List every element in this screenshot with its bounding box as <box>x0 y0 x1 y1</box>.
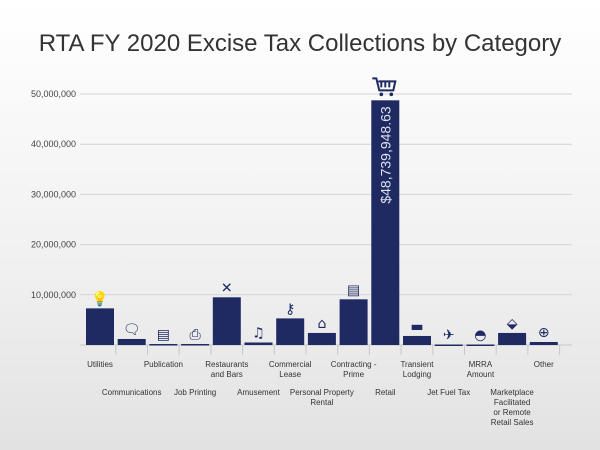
house-icon: ⌂ <box>317 316 326 332</box>
fork-knife-icon: ✕ <box>221 280 233 296</box>
bar-utilities <box>86 308 114 345</box>
y-tick-label: 20,000,000 <box>31 240 76 250</box>
bar-publication <box>149 343 178 346</box>
category-label: Marketplace <box>490 388 534 397</box>
category-label: Communications <box>102 388 162 397</box>
bar-mrra-amount <box>466 344 495 346</box>
cart-wheel <box>389 92 394 97</box>
category-label: Retail Sales <box>491 418 534 427</box>
category-label: Lease <box>279 370 301 379</box>
key-icon: ⚷ <box>285 301 295 317</box>
plus-circle-icon: ⊕ <box>538 325 550 341</box>
contract-handshake-icon: ▤ <box>347 282 360 298</box>
price-tag-icon: ⬙ <box>507 316 518 332</box>
category-label: Commercial <box>269 360 312 369</box>
category-label: and Bars <box>211 370 243 379</box>
retail-data-label: $48,739,948.63 <box>377 106 393 204</box>
category-label: Jet Fuel Tax <box>427 388 470 397</box>
category-label: Other <box>534 360 554 369</box>
bar-transient-lodging <box>403 335 431 345</box>
category-label: or Remote <box>493 408 531 417</box>
hard-hat-icon: ◓ <box>474 327 486 343</box>
category-label: Contracting - <box>331 360 377 369</box>
bar-retail <box>371 100 400 345</box>
y-tick-label: 50,000,000 <box>31 89 76 99</box>
y-tick-label: 30,000,000 <box>31 189 76 199</box>
shopping-cart-icon <box>372 77 397 92</box>
bar-amusement <box>244 342 273 345</box>
category-label: Job Printing <box>174 388 216 397</box>
printer-icon: ⎙ <box>189 327 200 343</box>
category-label: Utilities <box>87 360 113 369</box>
category-label: Personal Property <box>290 388 354 397</box>
y-tick-label: 10,000,000 <box>31 290 76 300</box>
bar-restaurants-and-bars <box>212 297 241 345</box>
category-label: Restaurants <box>205 360 248 369</box>
cart-wheel <box>379 92 384 97</box>
category-label: Prime <box>343 370 364 379</box>
category-label: Amusement <box>237 388 280 397</box>
category-label: Facilitated <box>494 398 530 407</box>
bar-job-printing <box>181 343 210 346</box>
bar-jet-fuel-tax <box>434 344 463 346</box>
newspaper-icon: ▤ <box>157 327 170 343</box>
bar-commercial-lease <box>276 318 305 345</box>
category-label: MRRA <box>469 360 493 369</box>
category-label: Transient <box>400 360 434 369</box>
bar-personal-property-rental <box>307 332 336 345</box>
category-label: Amount <box>467 370 495 379</box>
cash-register-icon: ▬ <box>410 319 423 335</box>
category-label: Retail <box>375 388 396 397</box>
music-notes-icon: ♫ <box>252 325 265 341</box>
bar-contracting-prime <box>339 299 368 345</box>
chat-bubbles-icon: 🗨 <box>123 322 141 338</box>
airplane-drop-icon: ✈ <box>443 327 455 343</box>
category-label: Lodging <box>403 370 431 379</box>
bar-marketplace-facilitated-or-remote-retail-sales <box>498 332 527 345</box>
bar-communications <box>117 338 146 345</box>
lightbulb-icon: 💡 <box>91 290 108 307</box>
chart-title: RTA FY 2020 Excise Tax Collections by Ca… <box>38 30 562 57</box>
y-tick-label: 40,000,000 <box>31 139 76 149</box>
category-label: Publication <box>144 360 183 369</box>
category-label: Rental <box>310 398 333 407</box>
bar-other <box>529 341 558 345</box>
